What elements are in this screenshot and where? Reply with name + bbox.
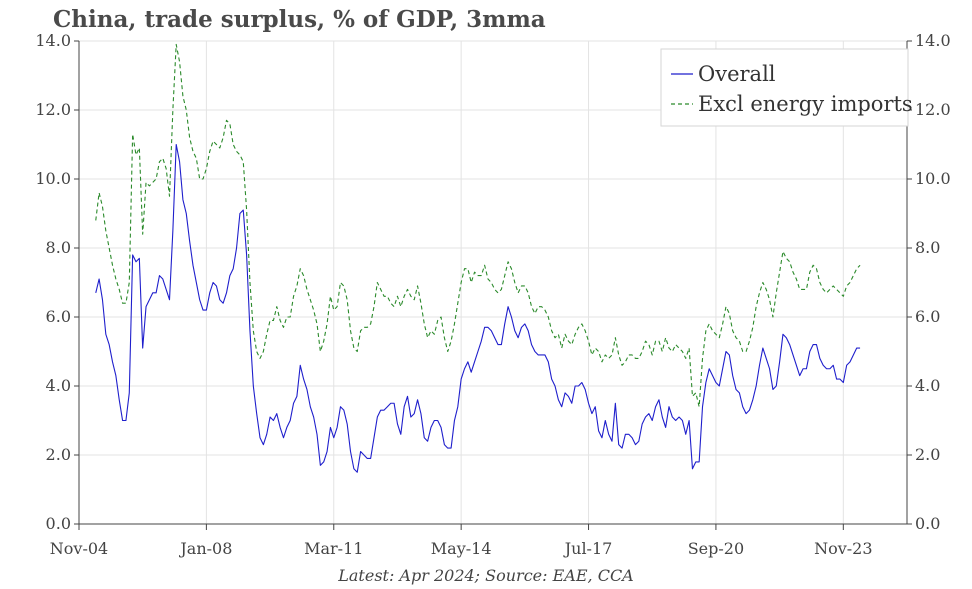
- x-tick-label: Sep-20: [688, 539, 744, 558]
- y-tick-label-left: 2.0: [46, 445, 71, 464]
- y-tick-label-right: 4.0: [915, 376, 940, 395]
- y-tick-label-right: 10.0: [915, 169, 951, 188]
- series-layer: [95, 43, 861, 473]
- y-tick-label-left: 0.0: [46, 514, 71, 533]
- x-tick-label: Mar-11: [304, 539, 363, 558]
- chart-title: China, trade surplus, % of GDP, 3mma: [53, 6, 546, 33]
- axes: 0.0 0.0 2.0 2.0 4.0 4.0 6.0 6.0 8.0 8.0 10.0 10.0 12…: [35, 31, 950, 558]
- y-tick-label-right: 2.0: [915, 445, 940, 464]
- legend-label-excl-energy: Excl energy imports: [698, 92, 913, 116]
- x-tick-label: May-14: [431, 539, 492, 558]
- legend-box: [660, 48, 909, 127]
- x-tick-label: Nov-04: [50, 539, 108, 558]
- y-tick-label-right: 8.0: [915, 238, 940, 257]
- y-tick-label-right: 0.0: [915, 514, 940, 533]
- y-tick-label-left: 14.0: [35, 31, 71, 50]
- x-tick-label: Jan-08: [178, 539, 232, 558]
- series-line-excl-energy: [95, 43, 861, 408]
- legend: Overall Excl energy imports: [660, 48, 913, 127]
- y-tick-label-left: 8.0: [46, 238, 71, 257]
- y-tick-label-left: 4.0: [46, 376, 71, 395]
- source-note: Latest: Apr 2024; Source: EAE, CCA: [338, 566, 634, 585]
- y-tick-label-left: 6.0: [46, 307, 71, 326]
- x-tick-label: Jul-17: [563, 539, 613, 558]
- y-tick-label-left: 10.0: [35, 169, 71, 188]
- legend-label-overall: Overall: [698, 62, 776, 86]
- y-tick-label-right: 6.0: [915, 307, 940, 326]
- y-tick-label-right: 14.0: [915, 31, 951, 50]
- y-tick-label-right: 12.0: [915, 100, 951, 119]
- y-tick-label-left: 12.0: [35, 100, 71, 119]
- series-line-overall: [95, 143, 861, 473]
- x-tick-label: Nov-23: [814, 539, 872, 558]
